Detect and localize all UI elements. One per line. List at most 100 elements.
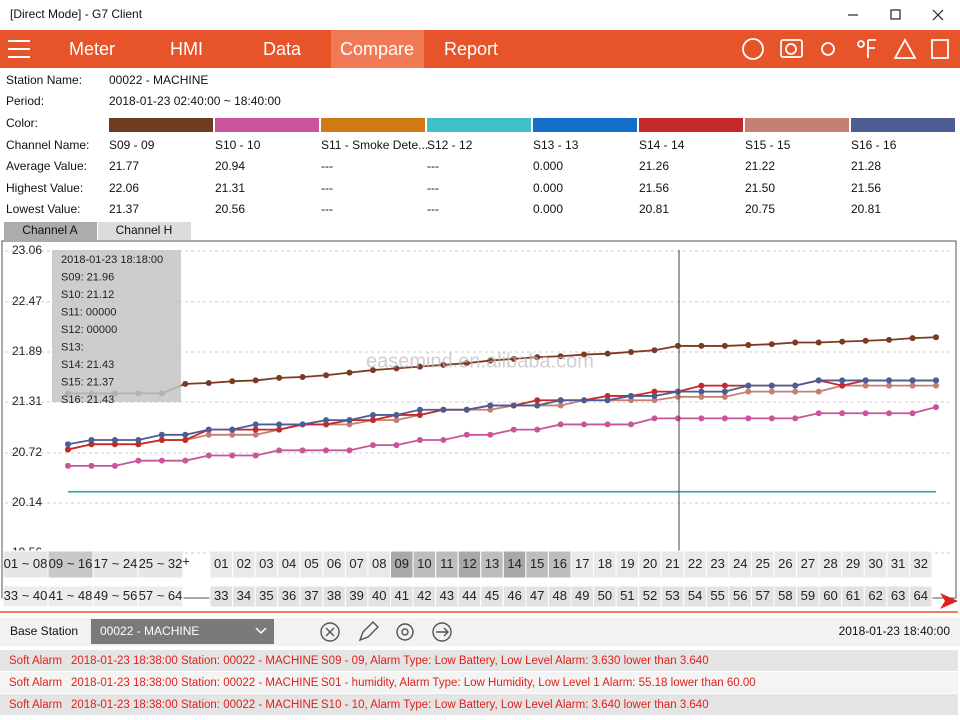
point bbox=[558, 397, 564, 403]
alarm-field: Station: 00022 - MACHINE bbox=[181, 677, 319, 689]
channel-highest: --- bbox=[427, 181, 439, 195]
row-label: Average Value: bbox=[6, 159, 87, 173]
point bbox=[206, 427, 212, 433]
station-label: 13 bbox=[485, 556, 499, 571]
color-swatch bbox=[745, 118, 849, 132]
station-label: 06 bbox=[327, 556, 341, 571]
point bbox=[698, 415, 704, 421]
channel-name: S13 - 13 bbox=[533, 138, 579, 152]
channel-average: 21.26 bbox=[639, 159, 669, 173]
nav-item[interactable]: Data bbox=[263, 39, 302, 59]
point bbox=[393, 417, 399, 423]
station-label: 39 bbox=[349, 588, 363, 603]
channel-name: S09 - 09 bbox=[109, 138, 155, 152]
point bbox=[792, 415, 798, 421]
station-label: 09 ~ 16 bbox=[49, 556, 93, 571]
color-swatch bbox=[533, 118, 637, 132]
channel-lowest: 0.000 bbox=[533, 202, 563, 216]
point bbox=[347, 370, 353, 376]
alarm-field: Station: 00022 - MACHINE bbox=[181, 699, 319, 711]
point bbox=[581, 397, 587, 403]
point bbox=[253, 452, 259, 458]
point bbox=[417, 407, 423, 413]
point bbox=[769, 383, 775, 389]
point bbox=[65, 441, 71, 447]
tooltip-line: S15: 21.37 bbox=[61, 376, 114, 388]
add-station[interactable]: + bbox=[182, 553, 190, 568]
channel-name: S16 - 16 bbox=[851, 138, 897, 152]
nav-item[interactable]: Meter bbox=[69, 39, 115, 59]
point bbox=[182, 437, 188, 443]
point bbox=[745, 383, 751, 389]
point bbox=[558, 402, 564, 408]
point bbox=[628, 393, 634, 399]
station-label: 36 bbox=[282, 588, 296, 603]
point bbox=[839, 383, 845, 389]
station-label: 49 ~ 56 bbox=[94, 588, 138, 603]
station-label: 23 bbox=[710, 556, 724, 571]
station-label: 59 bbox=[801, 588, 815, 603]
station-label: 47 bbox=[530, 588, 544, 603]
point bbox=[605, 397, 611, 403]
channel-average: --- bbox=[321, 159, 333, 173]
point bbox=[605, 421, 611, 427]
station-label: 52 bbox=[643, 588, 657, 603]
station-label: 17 bbox=[575, 556, 589, 571]
tooltip-line: S14: 21.43 bbox=[61, 359, 114, 371]
nav-item[interactable]: Report bbox=[444, 39, 498, 59]
point bbox=[206, 452, 212, 458]
point bbox=[910, 410, 916, 416]
point bbox=[816, 339, 822, 345]
point bbox=[534, 402, 540, 408]
channel-name: S14 - 14 bbox=[639, 138, 685, 152]
station-label: 25 bbox=[756, 556, 770, 571]
channel-lowest: --- bbox=[321, 202, 333, 216]
point bbox=[863, 410, 869, 416]
point bbox=[417, 437, 423, 443]
channel-name: S15 - 15 bbox=[745, 138, 791, 152]
station-label: 32 bbox=[913, 556, 927, 571]
tooltip-line: S09: 21.96 bbox=[61, 271, 114, 283]
point bbox=[933, 334, 939, 340]
station-label: 08 bbox=[372, 556, 386, 571]
nav-item[interactable]: HMI bbox=[170, 39, 203, 59]
channel-highest: --- bbox=[321, 181, 333, 195]
channel-highest: 21.56 bbox=[639, 181, 669, 195]
station-label: 10 bbox=[417, 556, 431, 571]
station-label: 38 bbox=[327, 588, 341, 603]
channel-name: S11 - Smoke Dete... bbox=[321, 138, 428, 152]
base-station-value: 00022 - MACHINE bbox=[100, 624, 199, 638]
station-label: 09 bbox=[395, 556, 409, 571]
channel-lowest: 20.81 bbox=[639, 202, 669, 216]
station-label: 33 bbox=[214, 588, 228, 603]
point bbox=[698, 343, 704, 349]
station-label: 30 bbox=[868, 556, 882, 571]
station-label: 56 bbox=[733, 588, 747, 603]
station-label: 57 bbox=[756, 588, 770, 603]
station-label: 31 bbox=[891, 556, 905, 571]
tooltip-line: S13: bbox=[61, 341, 84, 353]
point bbox=[839, 410, 845, 416]
station-label: 41 bbox=[395, 588, 409, 603]
nav-item[interactable]: Compare bbox=[340, 39, 414, 59]
tooltip-line: S12: 00000 bbox=[61, 324, 117, 336]
station-label: 60 bbox=[823, 588, 837, 603]
point bbox=[253, 427, 259, 433]
station-label: 43 bbox=[440, 588, 454, 603]
channel-average: --- bbox=[427, 159, 439, 173]
station-label: 35 bbox=[259, 588, 273, 603]
point bbox=[276, 447, 282, 453]
station-label: 63 bbox=[891, 588, 905, 603]
point bbox=[745, 389, 751, 395]
channel-lowest: --- bbox=[427, 202, 439, 216]
channel-average: 21.77 bbox=[109, 159, 139, 173]
point bbox=[253, 377, 259, 383]
point bbox=[276, 421, 282, 427]
point bbox=[675, 389, 681, 395]
channel-name: S10 - 10 bbox=[215, 138, 261, 152]
point bbox=[722, 383, 728, 389]
point bbox=[886, 410, 892, 416]
point bbox=[698, 389, 704, 395]
point bbox=[135, 437, 141, 443]
